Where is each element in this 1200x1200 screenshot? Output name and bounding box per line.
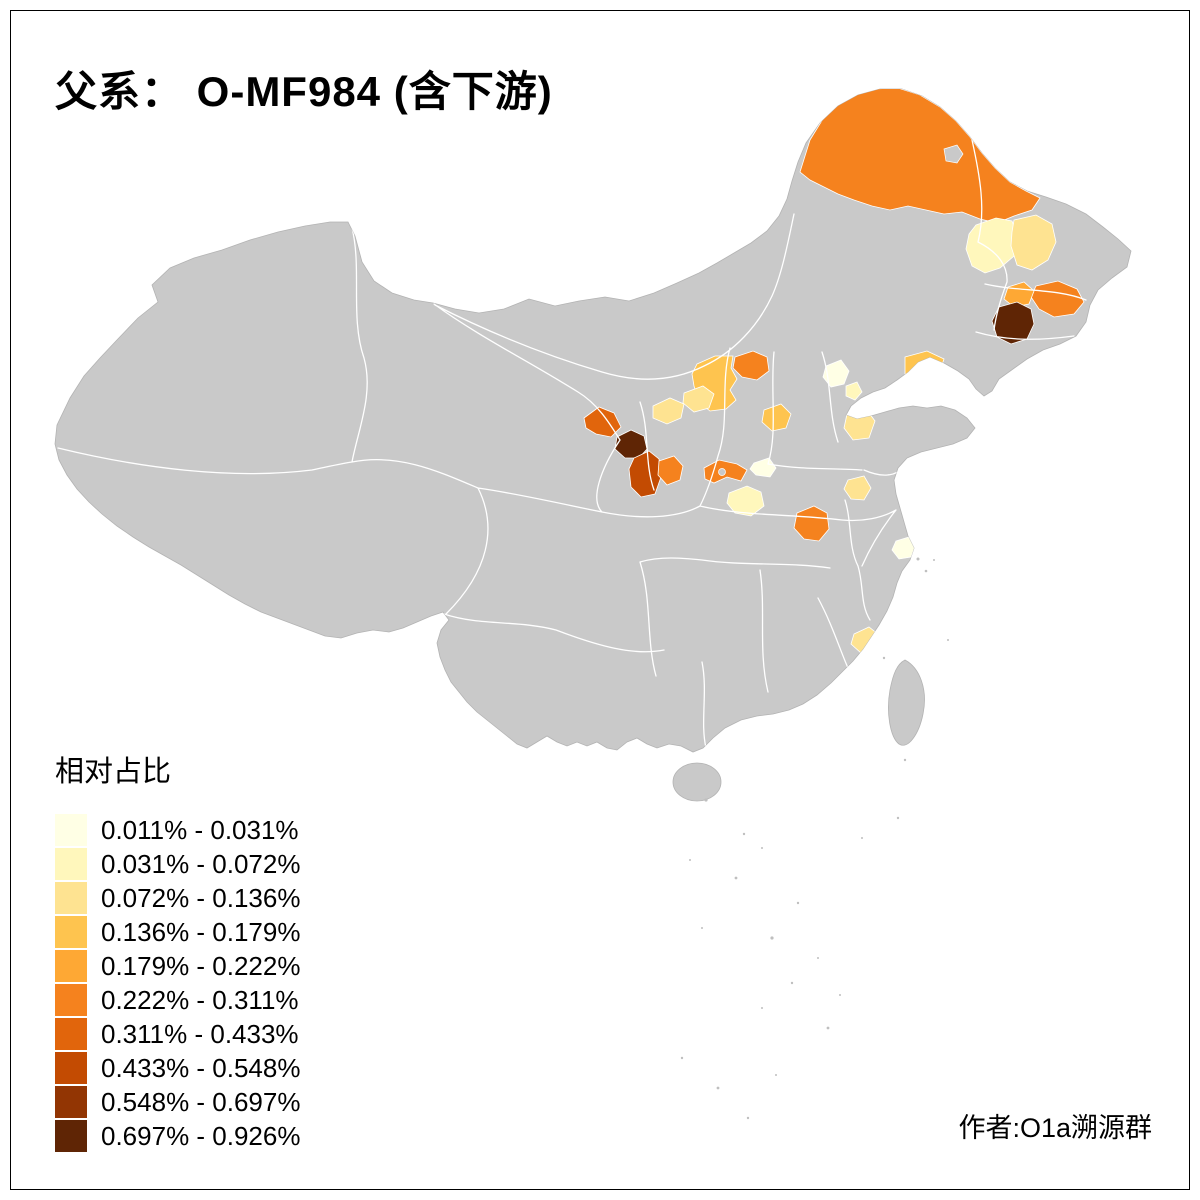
small-island-dot (770, 936, 774, 940)
region-shanxi-northeast-orange (732, 350, 770, 381)
legend-title: 相对占比 (55, 756, 172, 788)
small-island-dot (796, 901, 800, 905)
legend-swatch (55, 1086, 87, 1118)
legend-label: 0.697% - 0.926% (101, 1120, 301, 1151)
legend: 相对占比 0.011% - 0.031% 0.031% - 0.072% 0.072… (55, 748, 300, 1154)
region-henan-east (843, 475, 872, 501)
legend-label: 0.311% - 0.433% (101, 1018, 299, 1049)
small-island-dot (746, 1116, 750, 1120)
small-island-dot (861, 837, 863, 839)
region-heilongjiang-central-east (1010, 214, 1057, 271)
region-shaanxi-north (682, 385, 715, 413)
small-island-dot (761, 1007, 763, 1009)
small-island-dot (882, 656, 886, 660)
legend-swatch (55, 882, 87, 914)
small-island-dot (742, 832, 746, 836)
small-island-dot (924, 569, 928, 573)
region-northeast-inner-mongolia-hulunbuir (799, 89, 1041, 224)
small-island-dot (734, 876, 738, 880)
small-island-dot (916, 557, 920, 561)
legend-row: 0.179% - 0.222% (55, 950, 300, 982)
region-gansu-streak (583, 406, 622, 438)
hainan-island (672, 762, 722, 802)
legend-swatch (55, 848, 87, 880)
legend-row: 0.548% - 0.697% (55, 1086, 300, 1118)
small-island-dot (689, 859, 691, 861)
region-shaanxi-baoji-rust (628, 450, 662, 498)
legend-label: 0.072% - 0.136% (101, 882, 301, 913)
author-credit: 作者:O1a溯源群 (958, 1113, 1152, 1143)
region-hole (718, 468, 726, 476)
region-heilongjiang-central-west (965, 217, 1019, 274)
small-island-dot (761, 847, 763, 849)
small-island-dot (775, 1074, 777, 1076)
legend-swatch (55, 1052, 87, 1084)
legend-row: 0.011% - 0.031% (55, 814, 300, 846)
legend-row: 0.433% - 0.548% (55, 1052, 300, 1084)
province-boundaries (57, 139, 1087, 749)
region-henan-south-pale (726, 485, 765, 517)
small-island-dot (716, 1086, 720, 1090)
legend-swatch (55, 916, 87, 948)
legend-row: 0.222% - 0.311% (55, 984, 300, 1016)
legend-row: 0.031% - 0.072% (55, 848, 300, 880)
legend-swatch (55, 1120, 87, 1152)
region-hebei-south (761, 403, 792, 432)
legend-row: 0.072% - 0.136% (55, 882, 300, 914)
legend-label: 0.433% - 0.548% (101, 1052, 301, 1083)
legend-swatch (55, 984, 87, 1016)
legend-label: 0.136% - 0.179% (101, 916, 301, 947)
legend-label: 0.031% - 0.072% (101, 848, 301, 879)
legend-label: 0.222% - 0.311% (101, 984, 299, 1015)
small-island-dot (903, 758, 907, 762)
legend-swatch (55, 814, 87, 846)
small-island-dot (947, 639, 949, 641)
region-hole (943, 144, 964, 164)
legend-row: 0.136% - 0.179% (55, 916, 300, 948)
region-ningxia-south (652, 397, 685, 425)
legend-label: 0.179% - 0.222% (101, 950, 301, 981)
legend-swatch (55, 1018, 87, 1050)
region-tianjin-area (845, 381, 863, 401)
small-island-dot (790, 981, 794, 985)
legend-label: 0.548% - 0.697% (101, 1086, 301, 1117)
region-jilin-east (1030, 280, 1085, 318)
small-island-dot (933, 559, 935, 561)
small-island-dot (896, 816, 900, 820)
region-hubei-north-orange (793, 505, 830, 542)
small-island-dot (817, 957, 819, 959)
region-beijing-area (822, 359, 850, 388)
small-island-dot (704, 798, 708, 802)
legend-rows: 0.011% - 0.031% 0.031% - 0.072% 0.072% - 0… (55, 814, 300, 1152)
small-island-dot (680, 1056, 684, 1060)
legend-row: 0.311% - 0.433% (55, 1018, 300, 1050)
page-title: 父系： O-MF984 (含下游) (55, 68, 553, 115)
small-island-dot (839, 994, 841, 996)
small-island-dot (826, 1026, 830, 1030)
region-shaanxi-xian-orange (657, 455, 684, 486)
legend-row: 0.697% - 0.926% (55, 1120, 300, 1152)
taiwan-island (888, 659, 925, 746)
legend-label: 0.011% - 0.031% (101, 814, 299, 845)
legend-swatch (55, 950, 87, 982)
small-island-dot (701, 927, 703, 929)
